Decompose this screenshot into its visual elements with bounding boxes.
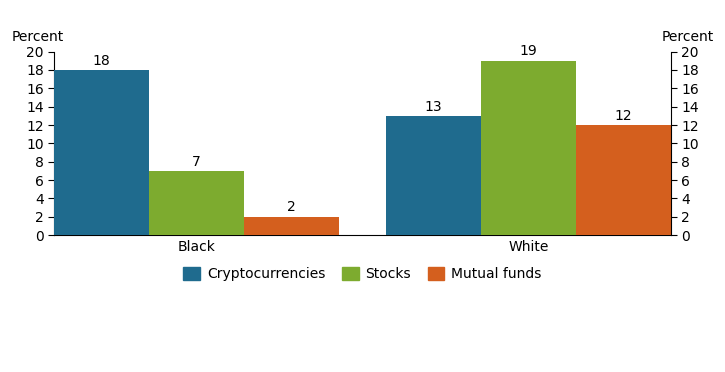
Bar bbox=[54, 70, 149, 235]
Bar bbox=[149, 171, 244, 235]
Bar bbox=[244, 217, 339, 235]
Text: Percent: Percent bbox=[661, 30, 714, 44]
Bar bbox=[386, 116, 481, 235]
Bar bbox=[481, 61, 576, 235]
Text: 18: 18 bbox=[93, 54, 111, 68]
Text: 2: 2 bbox=[287, 201, 296, 214]
Text: 12: 12 bbox=[615, 109, 632, 123]
Text: 19: 19 bbox=[520, 45, 537, 58]
Text: 13: 13 bbox=[425, 100, 442, 113]
Bar bbox=[576, 125, 671, 235]
Text: 7: 7 bbox=[192, 155, 201, 169]
Text: Percent: Percent bbox=[11, 30, 64, 44]
Legend: Cryptocurrencies, Stocks, Mutual funds: Cryptocurrencies, Stocks, Mutual funds bbox=[178, 262, 547, 287]
